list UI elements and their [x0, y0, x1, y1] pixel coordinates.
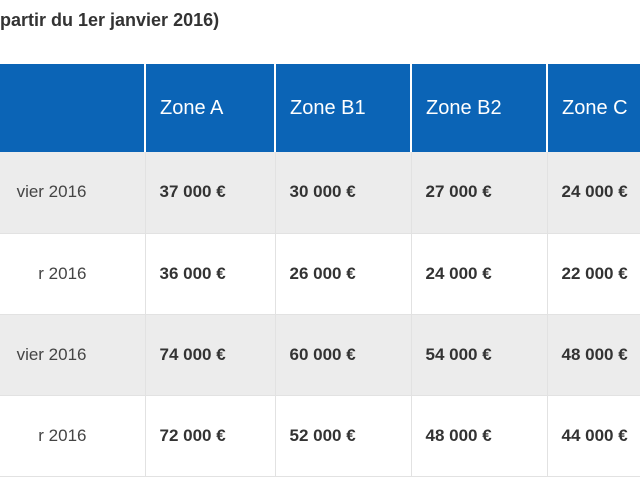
value-cell: 24 000 €	[547, 152, 640, 234]
value-cell: 24 000 €	[411, 233, 548, 315]
value-cell: 26 000 €	[275, 233, 412, 315]
value-cell: 22 000 €	[547, 233, 640, 315]
value-cell: 48 000 €	[547, 314, 640, 396]
row-label: vier 2016	[16, 182, 87, 202]
value-cell: 52 000 €	[275, 395, 412, 477]
table-row: vier 2016 37 000 € 30 000 € 27 000 € 24 …	[0, 152, 640, 234]
row-label-cell: vier 2016	[0, 314, 146, 396]
header-cell-label	[0, 64, 146, 152]
table-row: r 2016 72 000 € 52 000 € 48 000 € 44 000…	[0, 395, 640, 477]
row-label-cell: r 2016	[0, 233, 146, 315]
row-label-cell: vier 2016	[0, 152, 146, 234]
value-cell: 27 000 €	[411, 152, 548, 234]
value-cell: 30 000 €	[275, 152, 412, 234]
value-cell: 60 000 €	[275, 314, 412, 396]
header-cell-zone-c: Zone C	[547, 64, 640, 152]
value-cell: 37 000 €	[145, 152, 276, 234]
table-caption: partir du 1er janvier 2016)	[0, 10, 220, 30]
value-cell: 36 000 €	[145, 233, 276, 315]
zone-table: Zone A Zone B1 Zone B2 Zone C vier 2016 …	[0, 64, 640, 477]
header-cell-zone-b1: Zone B1	[275, 64, 412, 152]
table-header-row: Zone A Zone B1 Zone B2 Zone C	[0, 64, 640, 152]
row-label: r 2016	[38, 263, 87, 283]
row-label: r 2016	[38, 425, 87, 445]
value-cell: 74 000 €	[145, 314, 276, 396]
header-cell-zone-b2: Zone B2	[411, 64, 548, 152]
value-cell: 44 000 €	[547, 395, 640, 477]
value-cell: 72 000 €	[145, 395, 276, 477]
row-label: vier 2016	[16, 344, 87, 364]
value-cell: 54 000 €	[411, 314, 548, 396]
row-label-cell: r 2016	[0, 395, 146, 477]
table-row: vier 2016 74 000 € 60 000 € 54 000 € 48 …	[0, 314, 640, 396]
value-cell: 48 000 €	[411, 395, 548, 477]
table-row: r 2016 36 000 € 26 000 € 24 000 € 22 000…	[0, 233, 640, 315]
header-cell-zone-a: Zone A	[145, 64, 276, 152]
